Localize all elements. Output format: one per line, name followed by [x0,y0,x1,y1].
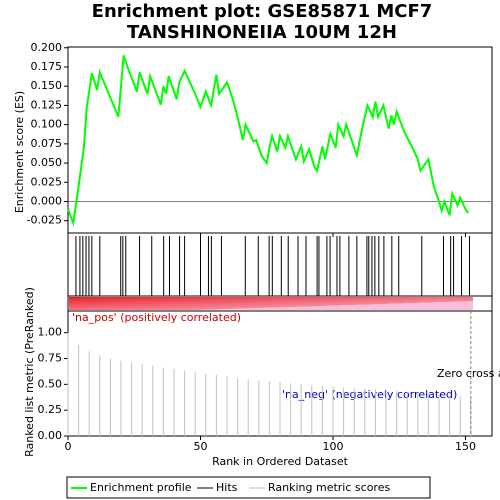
y-tick-label: 0.25 [38,403,63,416]
legend-label: Ranking metric scores [268,481,390,494]
es-line [67,55,469,227]
y-tick-label: 0.75 [38,352,63,365]
y-tick-label: 0.075 [31,137,63,150]
es-axis-label: Enrichment score (ES) [13,91,26,213]
x-tick-label: 150 [455,440,476,453]
hits-panel [67,232,493,297]
legend-box [66,476,431,499]
x-tick-label: 0 [65,440,72,453]
y-tick-label: -0.025 [27,214,62,227]
chart-subtitle: TANSHINONEIIA 10UM 12H [127,22,397,43]
x-axis-label: Rank in Ordered Dataset [212,455,349,468]
chart-title: Enrichment plot: GSE85871 MCF7 [92,1,433,22]
y-tick-label: 0.50 [38,377,63,390]
pos-label: 'na_pos' (positively correlated) [72,311,241,324]
metric-axis-label: Ranked list metric (PreRanked) [23,287,36,457]
y-tick-label: 0.025 [31,175,63,188]
y-tick-label: 0.150 [31,79,63,92]
y-tick-label: 0.050 [31,156,63,169]
y-tick-label: 0.000 [31,194,63,207]
neg-label: 'na_neg' (negatively correlated) [282,388,457,401]
y-tick-label: 1.00 [38,326,63,339]
y-tick-label: 0.00 [38,429,63,442]
legend-label: Hits [216,481,238,494]
rank-color-bar [69,297,473,310]
y-tick-label: 0.175 [31,60,63,73]
y-tick-label: 0.125 [31,98,63,111]
legend: Enrichment profile Hits Ranking metric s… [66,476,431,499]
legend-label: Enrichment profile [90,481,192,494]
y-tick-label: 0.200 [31,41,63,54]
y-tick-label: 0.100 [31,118,63,131]
x-tick-label: 50 [194,440,208,453]
zero-cross-label: Zero cross at [437,367,500,380]
x-tick-label: 100 [323,440,344,453]
